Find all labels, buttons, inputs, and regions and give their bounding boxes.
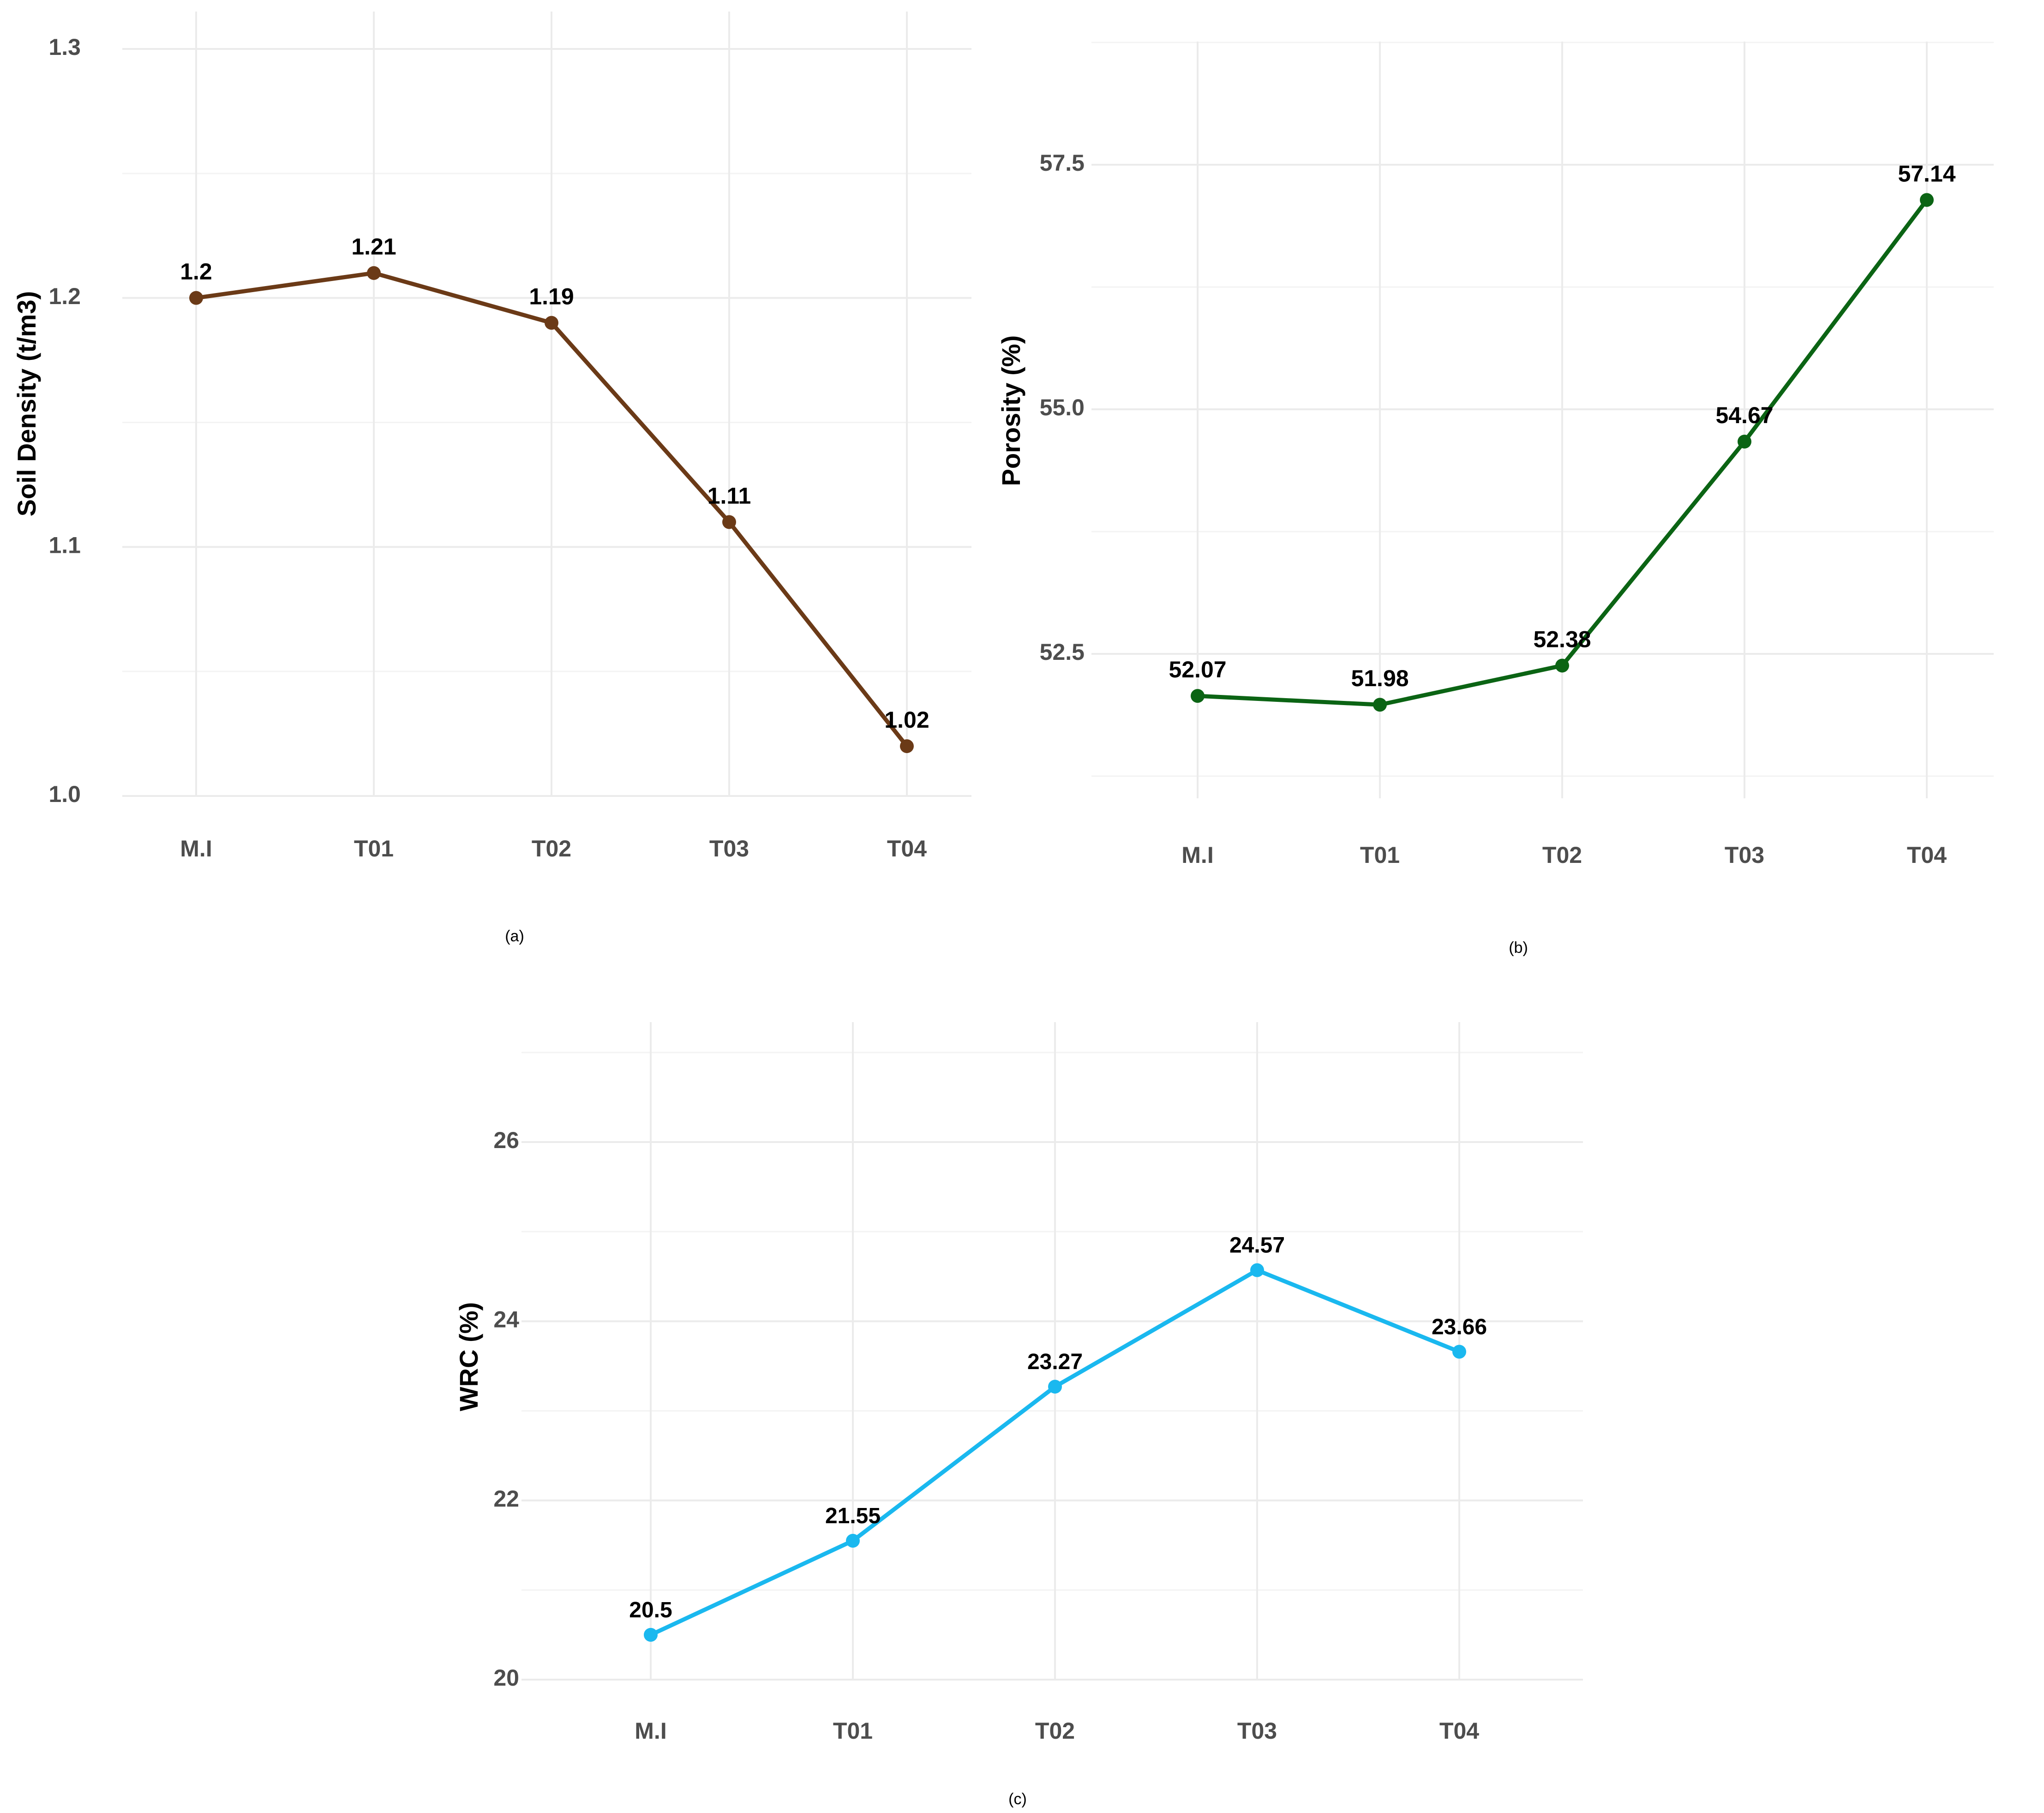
panel-b-caption: (b) <box>1509 939 1528 957</box>
panel-a-data-label: 1.2 <box>180 259 212 285</box>
panel-a-y-tick-label: 1.1 <box>48 533 81 558</box>
panel-a-y-tick-label: 1.3 <box>48 34 81 60</box>
panel-b-data-point <box>1738 434 1751 449</box>
panel-b-data-label: 52.38 <box>1533 626 1591 652</box>
panel-b-y-tick-label: 55.0 <box>1040 395 1085 420</box>
panel-c-data-label: 20.5 <box>629 1598 672 1622</box>
panel-c-data-label: 24.57 <box>1229 1233 1285 1258</box>
panel-a-data-point <box>900 739 914 754</box>
panel-c-x-tick-label: M.I <box>635 1718 666 1744</box>
panel-a-data-label: 1.02 <box>884 707 929 733</box>
panel-a-x-tick-label: T04 <box>887 836 927 862</box>
panel-a-x-tick-label: M.I <box>180 836 212 862</box>
panel-b-x-tick-label: M.I <box>1181 842 1213 868</box>
panel-a-data-label: 1.21 <box>351 234 396 260</box>
panel-b-data-point <box>1191 689 1205 703</box>
panel-a-x-tick-label: T03 <box>709 836 749 862</box>
panel-b-x-tick-label: T02 <box>1542 842 1582 868</box>
panel-a-data-label: 1.11 <box>707 483 751 509</box>
panel-c-x-tick-label: T04 <box>1439 1718 1479 1744</box>
panel-b-y-axis-title: Porosity (%) <box>996 335 1025 486</box>
panel-c-caption: (c) <box>1008 1790 1027 1808</box>
panel-a-x-tick-label: T01 <box>354 836 394 862</box>
panel-c-y-tick-label: 26 <box>493 1127 519 1153</box>
panel-b-data-label: 51.98 <box>1351 665 1409 691</box>
panel-a-y-tick-label: 1.2 <box>48 283 81 309</box>
panel-b-data-label: 54.67 <box>1715 402 1773 428</box>
panel-a-y-tick-label: 1.0 <box>48 781 81 807</box>
panel-a-data-label: 1.19 <box>529 284 574 310</box>
panel-a-data-point <box>722 515 736 529</box>
panel-b-data-label: 57.14 <box>1898 161 1955 186</box>
panel-c-y-axis-title: WRC (%) <box>454 1302 483 1411</box>
panel-c-data-point <box>644 1628 658 1642</box>
panel-b-data-label: 52.07 <box>1169 657 1226 682</box>
panel-c-data-point <box>846 1534 860 1548</box>
panel-b-x-tick-label: T04 <box>1907 842 1947 868</box>
panel-c-data-label: 23.66 <box>1432 1315 1487 1339</box>
panel-b-x-tick-label: T03 <box>1725 842 1764 868</box>
panel-c-data-point <box>1250 1263 1264 1277</box>
panel-a-x-tick-label: T02 <box>532 836 571 862</box>
panel-c-x-tick-label: T03 <box>1237 1718 1277 1744</box>
panel-b-data-point <box>1920 193 1934 207</box>
panel-c-y-tick-label: 22 <box>493 1486 519 1512</box>
panel-a-data-point <box>545 316 558 330</box>
panel-a-data-point <box>189 291 203 305</box>
panel-b-data-point <box>1373 698 1387 712</box>
panel-c-data-label: 21.55 <box>825 1504 881 1528</box>
panel-b-data-point <box>1555 658 1569 673</box>
panel-b-x-tick-label: T01 <box>1360 842 1400 868</box>
panel-c-data-point <box>1452 1345 1466 1359</box>
panel-a-caption: (a) <box>505 927 524 945</box>
panel-b-y-tick-label: 52.5 <box>1040 639 1085 665</box>
panel-a-y-axis-title: Soil Density (t/m3) <box>12 291 41 517</box>
panel-c-y-tick-label: 20 <box>493 1665 519 1691</box>
panel-c-x-tick-label: T01 <box>833 1718 873 1744</box>
panel-b-y-tick-label: 57.5 <box>1040 150 1085 176</box>
panel-c-x-tick-label: T02 <box>1035 1718 1075 1744</box>
panel-a-data-point <box>367 266 381 280</box>
panel-c-y-tick-label: 24 <box>493 1307 519 1333</box>
panel-c-data-label: 23.27 <box>1027 1350 1083 1374</box>
panel-c-data-point <box>1048 1380 1062 1394</box>
